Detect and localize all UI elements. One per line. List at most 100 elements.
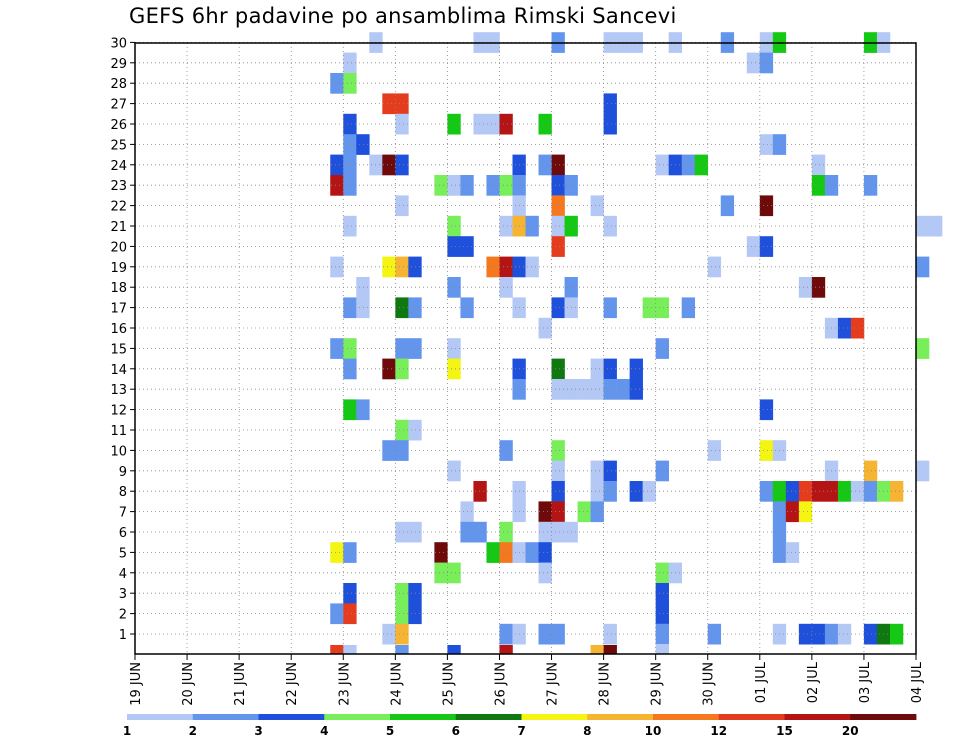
heatmap-cell — [863, 481, 878, 502]
y-tick-label: 27 — [110, 98, 127, 113]
heatmap-cell — [590, 358, 604, 380]
heatmap-cell — [629, 481, 643, 502]
heatmap-cell — [811, 481, 826, 502]
heatmap-cell — [655, 603, 669, 625]
heatmap-cell — [551, 154, 565, 176]
heatmap-cell — [603, 379, 617, 400]
heatmap-cell — [655, 583, 669, 604]
heatmap-cell — [538, 521, 552, 543]
cells-layer — [330, 32, 943, 655]
heatmap-cell — [603, 93, 617, 115]
heatmap-cell — [655, 154, 669, 176]
heatmap-cell — [538, 542, 552, 563]
heatmap-cell — [330, 603, 344, 625]
heatmap-cell — [343, 358, 357, 380]
heatmap-cell — [929, 215, 943, 237]
heatmap-cell — [707, 440, 722, 461]
x-tick-label: 20 JUN — [181, 662, 196, 706]
heatmap-cell — [798, 277, 813, 298]
y-tick-label: 17 — [110, 302, 127, 317]
heatmap-cell — [916, 215, 930, 237]
heatmap-cell — [395, 113, 409, 135]
heatmap-cell — [863, 623, 878, 645]
heatmap-cell — [811, 623, 826, 645]
y-tick-label: 28 — [110, 77, 127, 92]
heatmap-cell — [551, 481, 565, 502]
heatmap-cell — [499, 256, 513, 278]
heatmap-cell — [538, 154, 552, 176]
heatmap-cell — [603, 645, 617, 655]
heatmap-cell — [499, 521, 513, 543]
heatmap-cell — [343, 134, 357, 155]
heatmap-cell — [382, 93, 396, 115]
heatmap-cell — [343, 52, 357, 74]
y-tick-label: 30 — [110, 36, 127, 51]
plot-frame — [134, 42, 917, 655]
x-tick-label: 01 JUL — [754, 661, 769, 703]
legend-swatch — [718, 714, 785, 720]
heatmap-cell — [850, 317, 865, 339]
heatmap-cell — [447, 338, 461, 359]
heatmap-cell — [330, 645, 344, 655]
heatmap-cell — [395, 93, 409, 115]
heatmap-cell — [499, 215, 513, 237]
y-tick-label: 1 — [119, 628, 127, 643]
y-tick-label: 26 — [110, 118, 127, 133]
heatmap-cell — [759, 134, 774, 155]
heatmap-cell — [694, 154, 709, 176]
heatmap-cell — [655, 338, 669, 359]
heatmap-cell — [889, 481, 904, 502]
heatmap-cell — [343, 73, 357, 94]
y-tick-label: 16 — [110, 322, 127, 337]
heatmap-cell — [447, 562, 461, 584]
heatmap-cell — [590, 460, 604, 482]
heatmap-cell — [447, 277, 461, 298]
heatmap-cell — [863, 175, 878, 196]
heatmap-cell — [447, 236, 461, 257]
heatmap-cell — [538, 501, 552, 523]
legend-swatch — [587, 714, 654, 720]
y-tick-label: 7 — [119, 506, 127, 521]
heatmap-cell — [538, 113, 552, 135]
legend-labels: 1 2 3 4 5 6 7 8 10 12 15 20 — [123, 724, 859, 738]
heatmap-cell — [473, 113, 487, 135]
heatmap-cell — [655, 460, 669, 482]
heatmap-cell — [486, 175, 500, 196]
heatmap-cell — [525, 542, 539, 563]
heatmap-cell — [499, 175, 513, 196]
heatmap-cell — [746, 52, 761, 74]
y-tick-label: 12 — [110, 404, 127, 419]
heatmap-cell — [551, 195, 565, 217]
legend-label: 1 — [123, 724, 131, 738]
legend-label: 5 — [386, 724, 394, 738]
heatmap-cell — [447, 460, 461, 482]
y-tick-label: 23 — [110, 179, 127, 194]
heatmap-cell — [551, 501, 565, 523]
heatmap-cell — [551, 521, 565, 543]
heatmap-cell — [603, 460, 617, 482]
y-axis: 1234567891011121314151617181920212223242… — [110, 36, 135, 643]
heatmap-cell — [577, 379, 591, 400]
y-tick-label: 9 — [119, 465, 127, 480]
heatmap-cell — [447, 645, 461, 655]
heatmap-cell — [447, 175, 461, 196]
heatmap-cell — [343, 338, 357, 359]
heatmap-cell — [798, 623, 813, 645]
heatmap-cell — [642, 481, 656, 502]
heatmap-cell — [811, 277, 826, 298]
heatmap-cell — [759, 399, 774, 421]
heatmap-cell — [330, 154, 344, 176]
heatmap-cell — [603, 297, 617, 319]
heatmap-cell — [629, 379, 643, 400]
heatmap-cell — [525, 256, 539, 278]
legend-label: 8 — [583, 724, 591, 738]
y-tick-label: 2 — [119, 608, 127, 623]
legend-swatch — [521, 714, 588, 720]
heatmap-cell — [916, 256, 930, 278]
y-tick-label: 10 — [110, 444, 127, 459]
y-tick-label: 4 — [119, 567, 127, 582]
y-tick-label: 22 — [110, 200, 127, 215]
x-tick-label: 23 JUN — [337, 662, 352, 706]
heatmap-cell — [759, 195, 774, 217]
